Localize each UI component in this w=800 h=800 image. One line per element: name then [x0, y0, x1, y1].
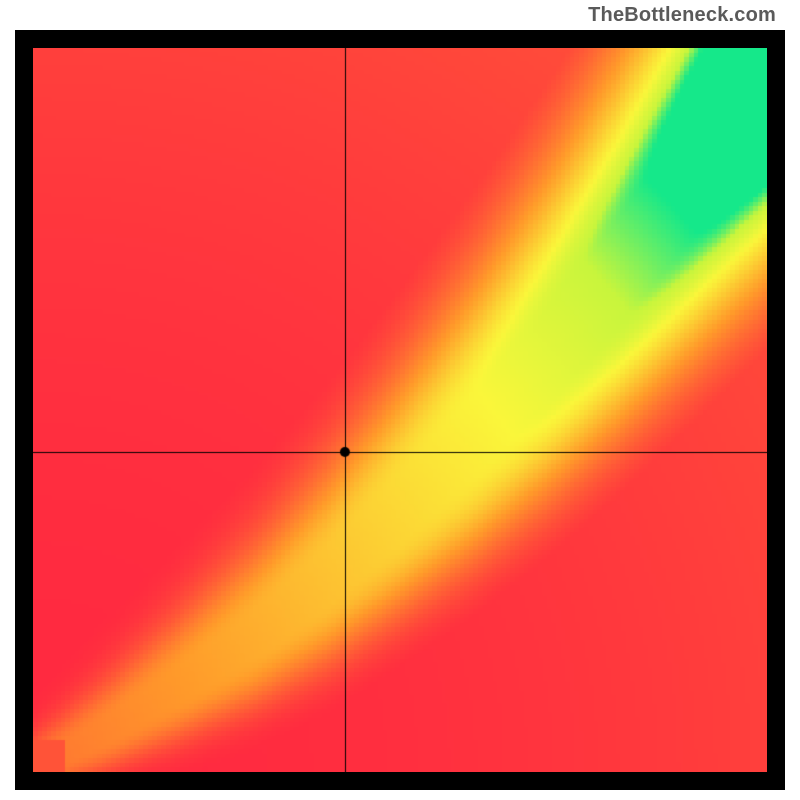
- watermark-text: TheBottleneck.com: [588, 4, 776, 27]
- chart-container: { "watermark": "TheBottleneck.com", "can…: [0, 0, 800, 800]
- crosshair-overlay: [33, 48, 767, 772]
